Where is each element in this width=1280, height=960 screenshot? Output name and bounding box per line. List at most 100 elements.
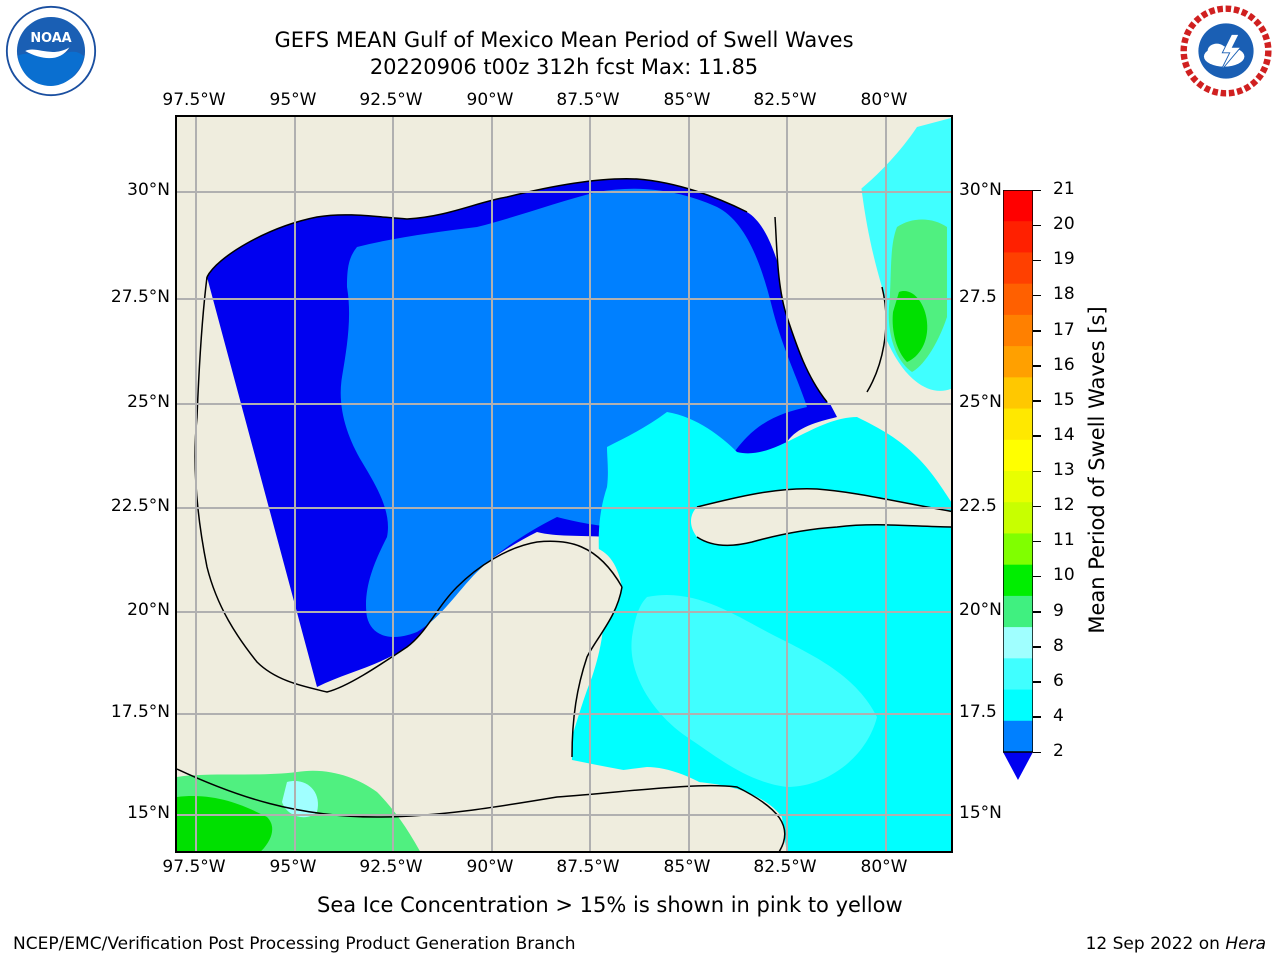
colorbar-block xyxy=(1003,408,1033,441)
colorbar-block xyxy=(1003,283,1033,316)
colorbar-tick-mark xyxy=(1033,259,1041,262)
colorbar-block xyxy=(1003,564,1033,597)
pacific-bright-green xyxy=(177,796,273,851)
colorbar-tick-label: 17 xyxy=(1053,319,1075,340)
lat-label: 22.5 xyxy=(959,496,997,516)
colorbar-tick-mark xyxy=(1033,716,1041,718)
colorbar-tick-mark xyxy=(1033,189,1041,191)
colorbar-tick-mark xyxy=(1033,330,1041,332)
lon-label: 87.5°W xyxy=(556,857,620,877)
lon-label: 82.5°W xyxy=(753,90,817,110)
colorbar-frame xyxy=(1003,190,1033,753)
lat-label: 17.5 xyxy=(959,702,997,722)
sea-ice-note: Sea Ice Concentration > 15% is shown in … xyxy=(317,893,903,917)
swell-period-map xyxy=(177,117,951,851)
colorbar-tick-label: 9 xyxy=(1053,600,1064,621)
colorbar-tick-mark xyxy=(1033,540,1041,543)
map-subtitle: 20220906 t00z 312h fcst Max: 11.85 xyxy=(369,55,759,79)
colorbar-tick-label: 6 xyxy=(1053,670,1064,691)
florida-land xyxy=(737,117,887,408)
colorbar-tick-label: 4 xyxy=(1053,705,1064,726)
colorbar-tick-label: 20 xyxy=(1053,214,1075,235)
lon-label: 90°W xyxy=(466,90,514,110)
noaa-logo: NOAA xyxy=(5,5,97,97)
atlantic-bright-green xyxy=(892,291,928,362)
lat-label: 30°N xyxy=(959,180,1002,200)
map-title: GEFS MEAN Gulf of Mexico Mean Period of … xyxy=(274,28,854,52)
lon-label: 97.5°W xyxy=(162,90,226,110)
gulf-mid-blue xyxy=(340,188,807,637)
lon-label: 85°W xyxy=(663,857,711,877)
graticule xyxy=(177,117,951,851)
colorbar-tick-mark xyxy=(1033,365,1041,367)
colorbar-tick-label: 12 xyxy=(1053,495,1075,516)
footer-date: 12 Sep 2022 on Hera xyxy=(1086,934,1266,954)
colorbar-block xyxy=(1003,346,1033,378)
colorbar-title: Mean Period of Swell Waves [s] xyxy=(1085,306,1109,634)
central-america-coastline xyxy=(177,768,786,851)
colorbar-tick-mark xyxy=(1033,400,1041,402)
colorbar-tick-mark xyxy=(1033,470,1041,472)
lat-label: 15°N xyxy=(959,803,1002,823)
colorbar-tick-label: 19 xyxy=(1053,249,1075,270)
colorbar-tick-mark xyxy=(1033,646,1041,648)
colorbar-tick-label: 16 xyxy=(1053,354,1075,375)
lat-label: 15°N xyxy=(127,803,170,823)
lat-label: 27.5 xyxy=(959,287,997,307)
lat-label: 25°N xyxy=(959,392,1002,412)
lat-label: 20°N xyxy=(127,600,170,620)
lon-label: 95°W xyxy=(269,90,317,110)
colorbar-block xyxy=(1003,190,1033,222)
lat-label: 17.5°N xyxy=(110,702,170,722)
us-gulf-coastline xyxy=(206,177,748,278)
colorbar-tick-label: 2 xyxy=(1053,741,1064,761)
lon-label: 85°W xyxy=(663,90,711,110)
lon-label: 80°W xyxy=(860,857,908,877)
colorbar-tick-mark xyxy=(1033,294,1041,297)
colorbar-tick-label: 14 xyxy=(1053,424,1075,445)
colorbar-block xyxy=(1003,377,1033,410)
colorbar-block xyxy=(1003,314,1033,347)
lat-label: 25°N xyxy=(127,392,170,412)
colorbar-block xyxy=(1003,533,1033,566)
colorbar-block xyxy=(1003,439,1033,472)
colorbar-block xyxy=(1003,595,1033,628)
colorbar-block xyxy=(1003,502,1033,534)
caribbean-light-cyan xyxy=(631,595,877,787)
colorbar-block xyxy=(1003,720,1033,753)
yucatan-land xyxy=(327,544,622,851)
colorbar-block xyxy=(1003,658,1033,691)
colorbar-block xyxy=(1003,627,1033,659)
cuba-coastline xyxy=(696,487,951,547)
lon-label: 97.5°W xyxy=(162,857,226,877)
colorbar-block xyxy=(1003,471,1033,503)
colorbar-tick-mark xyxy=(1033,751,1041,753)
lon-label: 92.5°W xyxy=(359,857,423,877)
lat-label: 30°N xyxy=(127,180,170,200)
colorbar-tick-label: 21 xyxy=(1053,179,1075,199)
lon-label: 90°W xyxy=(466,857,514,877)
lon-label: 92.5°W xyxy=(359,90,423,110)
lat-label: 22.5°N xyxy=(110,496,170,516)
lon-label: 87.5°W xyxy=(556,90,620,110)
footer-machine: Hera xyxy=(1225,934,1266,954)
lat-label: 20°N xyxy=(959,600,1002,620)
colorbar-block xyxy=(1003,689,1033,722)
footer-date-text: 12 Sep 2022 on xyxy=(1085,934,1226,954)
colorbar-block xyxy=(1003,252,1033,285)
colorbar-tick-label: 8 xyxy=(1053,635,1064,656)
nws-logo xyxy=(1180,5,1272,97)
lon-label: 82.5°W xyxy=(753,857,817,877)
lon-label: 80°W xyxy=(860,90,908,110)
colorbar xyxy=(1003,190,1033,780)
colorbar-tick-label: 15 xyxy=(1053,389,1075,410)
colorbar-tick-mark xyxy=(1033,435,1041,437)
colorbar-block xyxy=(1003,221,1033,253)
colorbar-tick-mark xyxy=(1033,611,1041,613)
colorbar-tick-mark xyxy=(1033,681,1041,683)
lon-label: 95°W xyxy=(269,857,317,877)
colorbar-tick-label: 18 xyxy=(1053,284,1075,305)
colorbar-extend-triangle xyxy=(1003,752,1033,780)
colorbar-tick-label: 11 xyxy=(1053,530,1075,551)
map-panel xyxy=(175,115,953,853)
